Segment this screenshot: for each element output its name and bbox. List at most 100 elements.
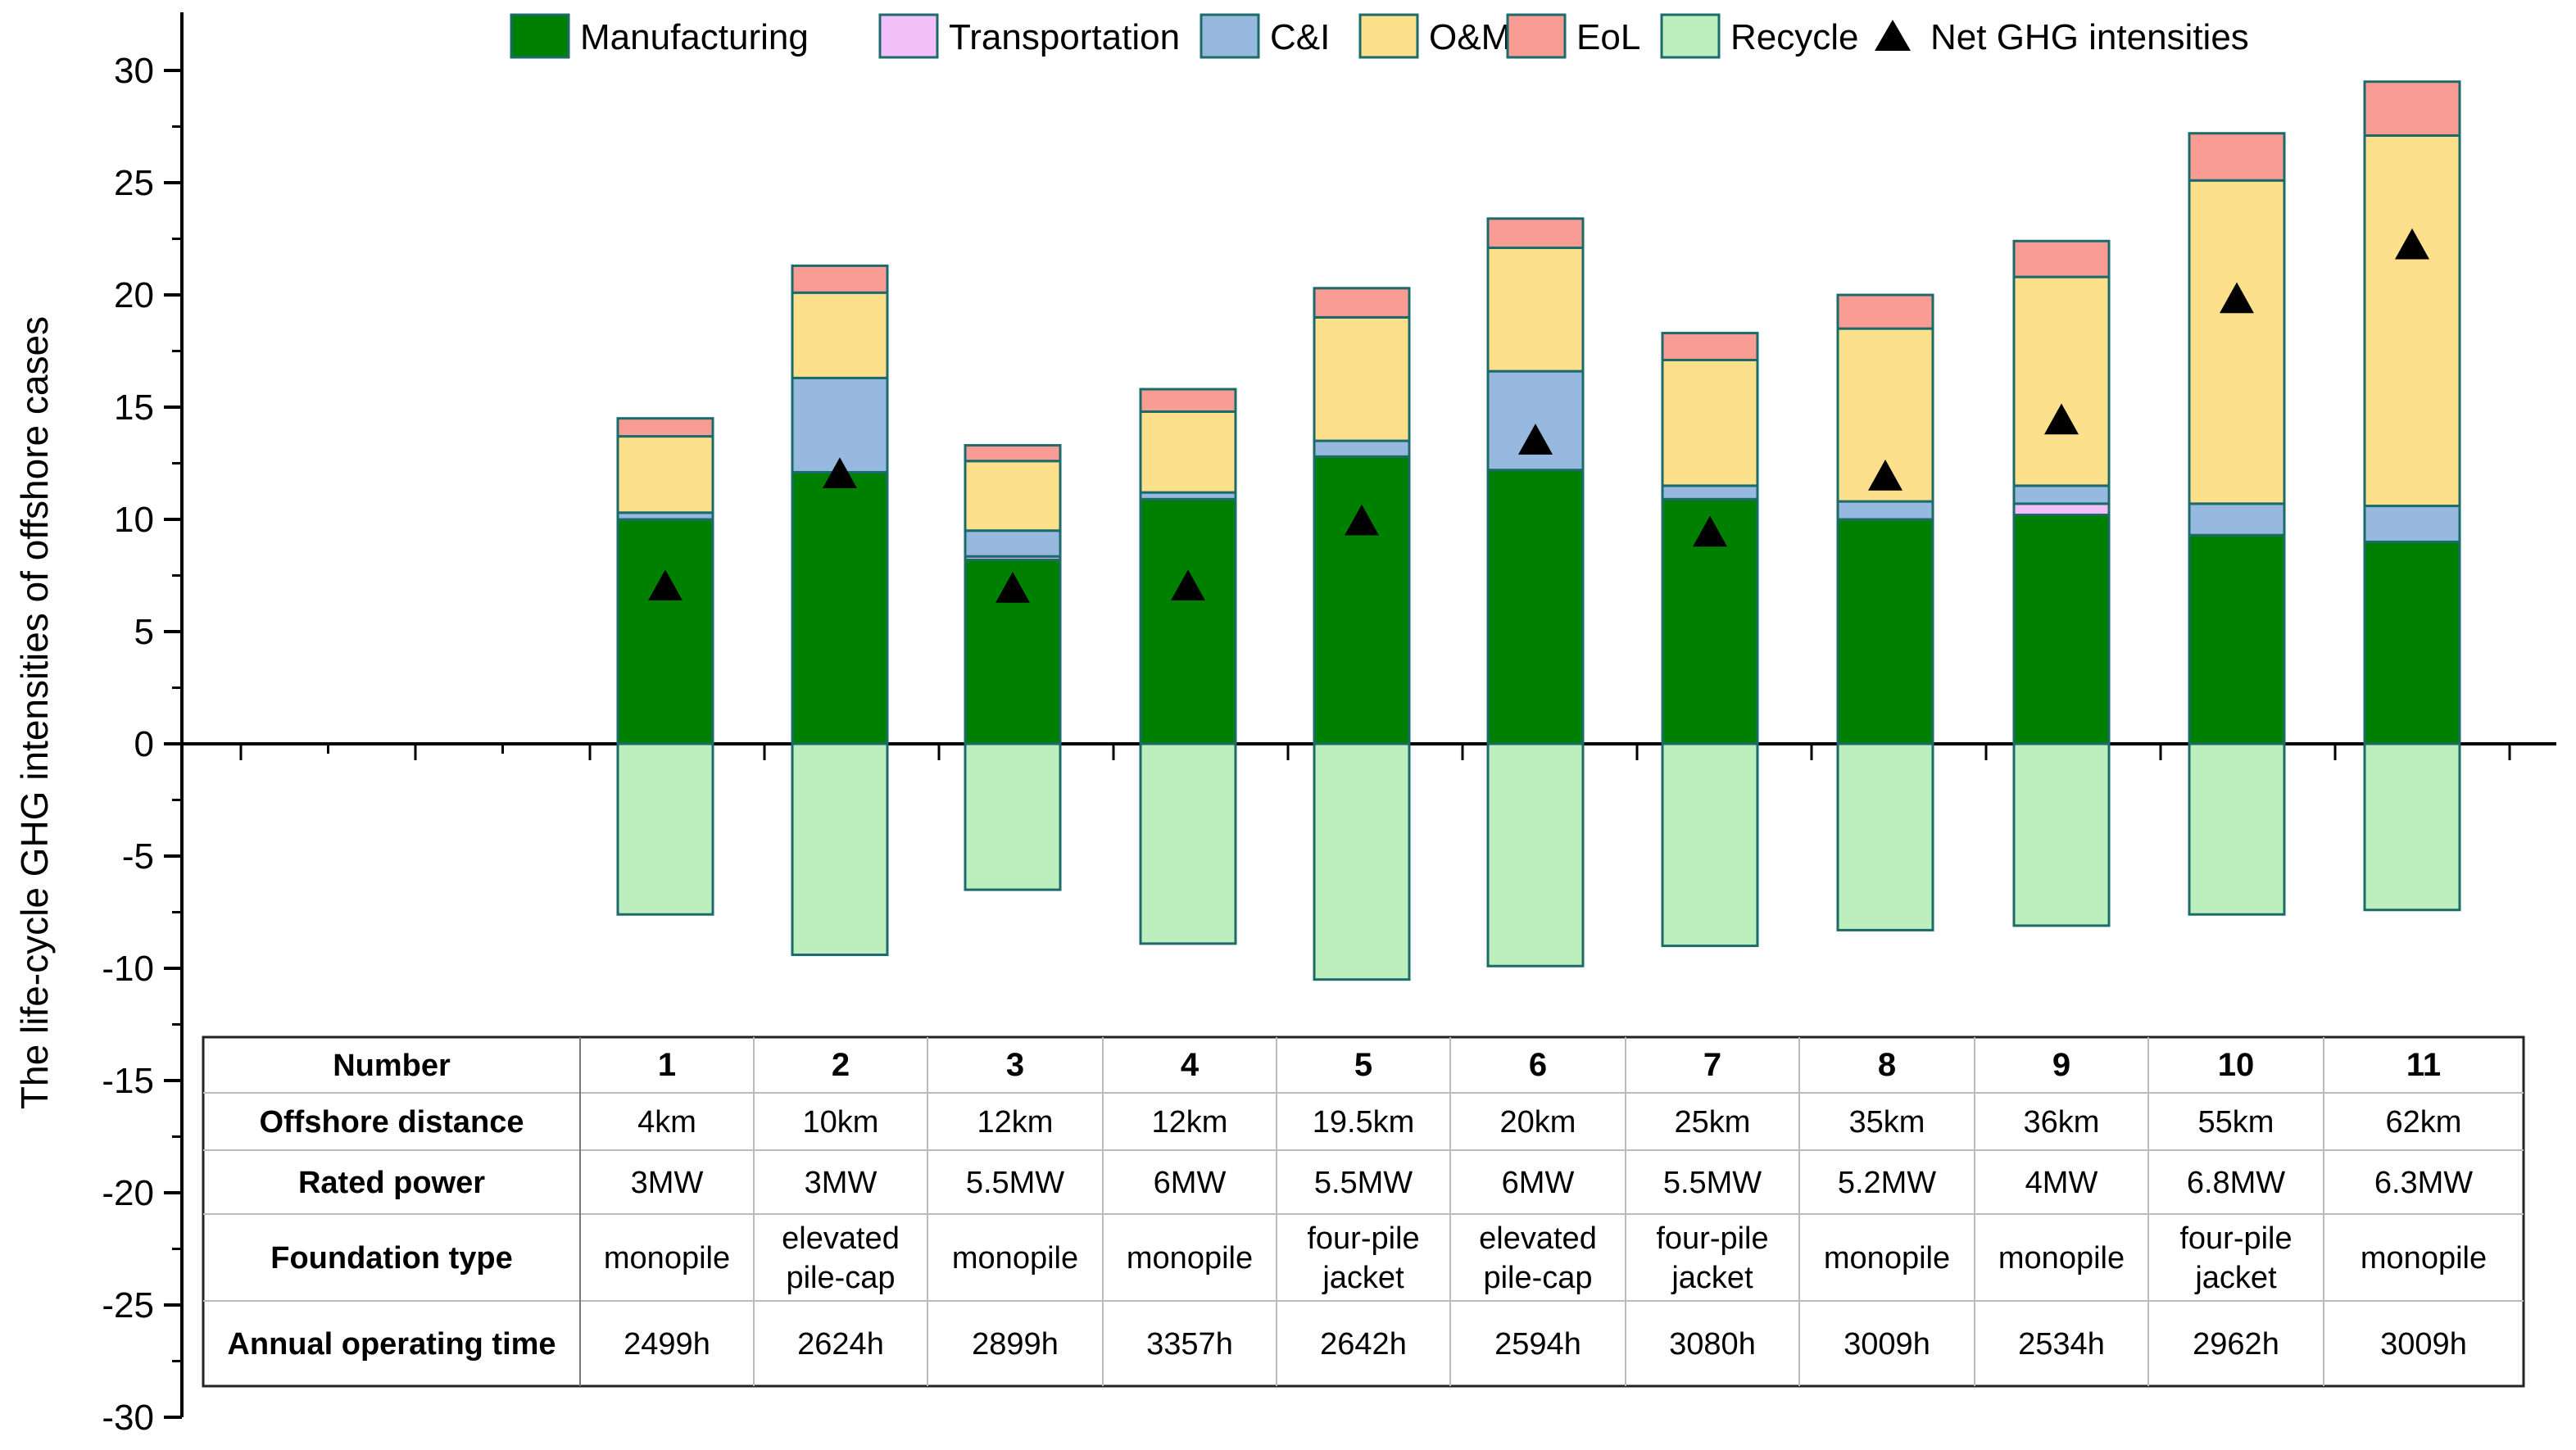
bar-transportation-9 xyxy=(2012,502,2111,517)
table-cell: 3009h xyxy=(2380,1327,2467,1362)
bar-ci-7 xyxy=(1661,484,1759,501)
net-marker-8 xyxy=(1868,459,1903,491)
legend: Manufacturing Transportation C&I O&M EoL Recy… xyxy=(510,13,2249,59)
table-cell: 25km xyxy=(1675,1105,1751,1140)
bar-ci-9 xyxy=(2012,484,2111,505)
table-cell: 19.5km xyxy=(1313,1105,1415,1140)
table-cell: 35km xyxy=(1849,1105,1925,1140)
table-cell: Rated power xyxy=(298,1166,485,1200)
bar-recycle-3 xyxy=(964,742,1062,891)
table-cell: 6MW xyxy=(1154,1166,1227,1200)
bar-eol-10 xyxy=(2188,132,2286,182)
table-cell: 8 xyxy=(1878,1047,1896,1083)
table-cell: 4MW xyxy=(2025,1166,2098,1200)
bar-eol-5 xyxy=(1313,287,1411,319)
bar-om-4 xyxy=(1139,410,1237,494)
table-cell: 3 xyxy=(1006,1047,1024,1083)
bar-manufacturing-8 xyxy=(1836,518,1934,745)
net-marker-6 xyxy=(1518,424,1553,455)
bar-eol-8 xyxy=(1836,293,1934,330)
y-tick-label: -30 xyxy=(102,1398,154,1438)
y-tick-label: -20 xyxy=(102,1173,154,1213)
table-cell: 2899h xyxy=(972,1327,1059,1362)
table-cell: 3MW xyxy=(631,1166,704,1200)
net-marker-1 xyxy=(648,569,683,600)
net-marker-4 xyxy=(1171,569,1205,600)
table-cell: monopile xyxy=(604,1241,730,1276)
table-cell: Number xyxy=(333,1049,451,1083)
y-tick-label: 0 xyxy=(134,724,154,764)
net-marker-9 xyxy=(2044,403,2079,435)
bar-manufacturing-6 xyxy=(1486,469,1585,745)
y-tick-label: 15 xyxy=(114,387,154,428)
table-cell: 10 xyxy=(2218,1047,2255,1083)
bar-eol-4 xyxy=(1139,387,1237,413)
table-cell: 6.8MW xyxy=(2187,1166,2285,1200)
net-marker-10 xyxy=(2220,282,2254,314)
table-cell: 2624h xyxy=(797,1327,884,1362)
bar-recycle-10 xyxy=(2188,742,2286,916)
table-cell: 2499h xyxy=(624,1327,710,1362)
table-frame xyxy=(202,1035,2525,1388)
table-cell: 3MW xyxy=(805,1166,878,1200)
bar-ci-10 xyxy=(2188,502,2286,537)
legend-label: EoL xyxy=(1576,17,1640,57)
bar-manufacturing-4 xyxy=(1139,497,1237,745)
bar-recycle-5 xyxy=(1313,742,1411,981)
bar-om-6 xyxy=(1486,246,1585,373)
y-tick-label: -25 xyxy=(102,1285,154,1325)
y-tick-label: -5 xyxy=(122,836,154,877)
bar-recycle-11 xyxy=(2363,742,2461,912)
net-markers xyxy=(648,228,2429,603)
bar-manufacturing-10 xyxy=(2188,533,2286,745)
table-cell: 2534h xyxy=(2018,1327,2105,1362)
table-cell: elevated pile-cap xyxy=(1479,1221,1597,1295)
bar-om-9 xyxy=(2012,275,2111,487)
bar-manufacturing-2 xyxy=(791,470,889,745)
table-cell: 55km xyxy=(2198,1105,2274,1140)
bar-om-3 xyxy=(964,460,1062,532)
table-cell: 2962h xyxy=(2193,1327,2279,1362)
table-cell: 2642h xyxy=(1320,1327,1407,1362)
legend-label: Transportation xyxy=(949,17,1180,57)
table-cell: 11 xyxy=(2406,1047,2441,1083)
y-tick-label: 10 xyxy=(114,500,154,540)
y-tick-label: -15 xyxy=(102,1061,154,1101)
y-axis-title: The life-cycle GHG intensities of offsho… xyxy=(13,316,56,1109)
table-cell: 2 xyxy=(832,1047,850,1083)
legend-swatch-5 xyxy=(1506,13,1567,59)
bar-om-11 xyxy=(2363,134,2461,508)
table-cell: 62km xyxy=(2386,1105,2462,1140)
legend-swatch-6 xyxy=(1660,13,1721,59)
bar-om-5 xyxy=(1313,315,1411,442)
net-marker-11 xyxy=(2395,228,2429,260)
table-cell: monopile xyxy=(2361,1241,2487,1276)
bar-recycle-7 xyxy=(1661,742,1759,948)
data-table: Number 1 2 3 4 5 6 7 8 9 10 11 Offshore distance 4km 1… xyxy=(202,1035,2525,1388)
legend-label: Net GHG intensities xyxy=(1930,17,2249,57)
table-cell: 1 xyxy=(658,1047,676,1083)
bar-eol-6 xyxy=(1486,217,1585,249)
table-cell: monopile xyxy=(1127,1241,1253,1276)
bars xyxy=(616,80,2461,981)
table-cell: 6.3MW xyxy=(2374,1166,2473,1200)
bar-manufacturing-9 xyxy=(2012,514,2111,745)
bar-recycle-1 xyxy=(616,742,714,916)
table-cell: 3080h xyxy=(1669,1327,1756,1362)
bar-recycle-9 xyxy=(2012,742,2111,927)
table-cell: 10km xyxy=(803,1105,879,1140)
net-marker-5 xyxy=(1345,504,1379,536)
net-marker-3 xyxy=(995,571,1030,603)
y-tick-label: 25 xyxy=(114,163,154,203)
table-cell: Offshore distance xyxy=(259,1105,524,1140)
bar-eol-2 xyxy=(791,264,889,294)
legend-swatch-1 xyxy=(510,13,570,59)
table-cell: 5.2MW xyxy=(1838,1166,1936,1200)
bar-ci-6 xyxy=(1486,369,1585,472)
table-cell: 7 xyxy=(1703,1047,1721,1083)
bar-eol-3 xyxy=(964,444,1062,463)
bar-om-10 xyxy=(2188,179,2286,505)
legend-label: Recycle xyxy=(1730,17,1859,57)
